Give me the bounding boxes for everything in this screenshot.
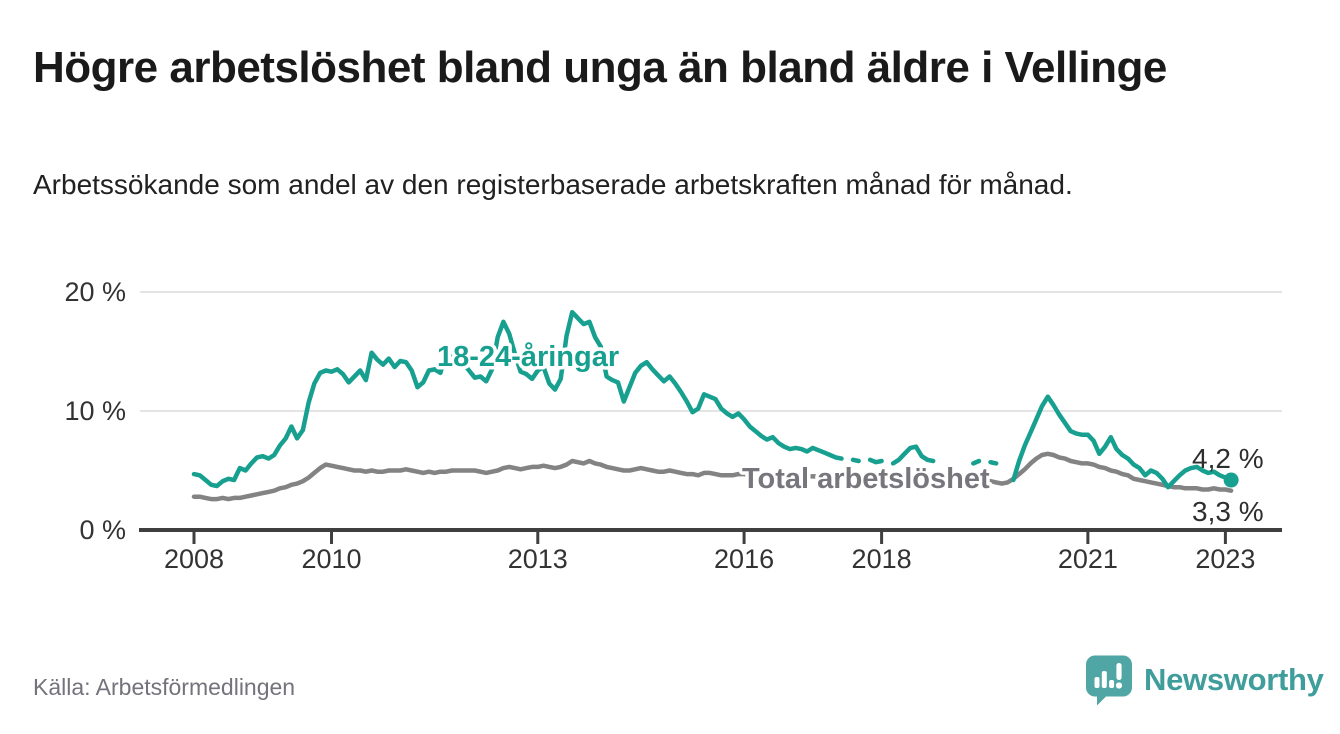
logo-bubble [1086,655,1132,706]
newsworthy-logo-icon [1086,655,1132,706]
y-tick-label: 20 % [64,277,126,307]
x-tick-label: 2016 [714,544,774,574]
youth-line [850,457,861,464]
end-value-label-youth: 4,2 % [1192,443,1264,474]
youth-line [971,458,982,466]
youth-line [988,459,999,466]
end-dot [1223,472,1239,488]
logo-bar-3 [1109,680,1115,688]
newsworthy-brand: Newsworthy [1084,654,1324,706]
total-line [191,451,1234,502]
x-tick-label: 2013 [508,544,568,574]
chart-area: 0 % 10 % 20 % 2008 2010 2013 2016 2018 2021 2023 1… [0,255,1340,600]
youth-line [867,457,884,465]
x-tick-label: 2023 [1195,544,1255,574]
youth-line [1011,394,1234,490]
newsworthy-wordmark: Newsworthy [1144,662,1324,697]
end-value-label-total: 3,3 % [1192,496,1264,527]
chart-subtitle: Arbetssökande som andel av den registerb… [33,169,1073,200]
page-title: Högre arbetslöshet bland unga än bland ä… [33,43,1167,92]
youth-line [191,309,844,489]
logo-exclamation-dot [1115,682,1123,689]
youth-line [890,444,936,466]
source-note: Källa: Arbetsförmedlingen [33,674,296,700]
x-tick-label: 2010 [301,544,361,574]
logo-bar-1 [1094,677,1100,688]
logo-exclamation-bar [1116,663,1122,680]
x-tick-label: 2018 [852,544,912,574]
total-series-label: Total arbetslöshet [742,463,990,495]
logo-bar-2 [1101,671,1107,688]
y-tick-label: 0 % [79,515,126,545]
x-tick-label: 2021 [1058,544,1118,574]
line-chart: 0 % 10 % 20 % 2008 2010 2013 2016 2018 2021 2023 1… [64,277,1282,574]
x-tick-label: 2008 [164,544,224,574]
youth-series-label: 18-24-åringar [437,341,619,373]
y-tick-label: 10 % [64,396,126,426]
